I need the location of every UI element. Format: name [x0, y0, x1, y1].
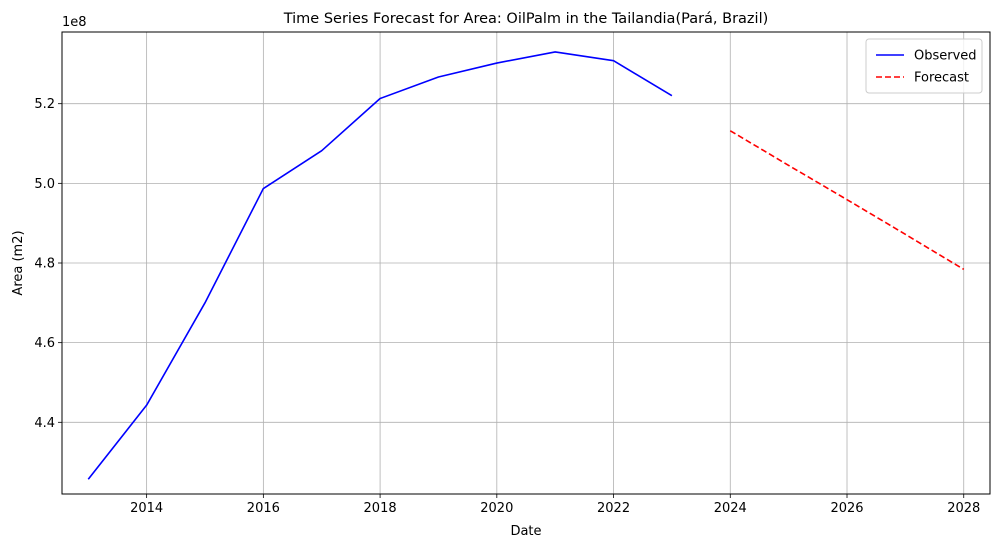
x-axis-label: Date [510, 524, 541, 539]
y-tick-label: 5.2 [34, 97, 55, 112]
y-tick-label: 4.4 [34, 416, 55, 431]
axes: 2014 2016 2018 2020 2022 2024 2026 2028 4.4 4.6 4.… [34, 97, 980, 516]
grid-lines [62, 32, 990, 494]
series-line-observed [87, 51, 673, 480]
legend-forecast-label: Forecast [914, 71, 969, 86]
x-tick-label: 2022 [597, 501, 630, 516]
x-tick-label: 2014 [130, 501, 163, 516]
x-tick-label: 2018 [364, 501, 397, 516]
y-axis-offset-label: 1e8 [62, 15, 87, 30]
legend-observed-label: Observed [914, 49, 977, 64]
x-tick-label: 2026 [830, 501, 863, 516]
y-tick-label: 4.6 [34, 336, 55, 351]
y-tick-label: 4.8 [34, 257, 55, 272]
legend-box [865, 38, 983, 94]
chart-title: Time Series Forecast for Area: OilPalm i… [283, 11, 769, 27]
series-lines [87, 51, 965, 480]
x-tick-label: 2024 [714, 501, 747, 516]
y-tick-label: 5.0 [34, 177, 55, 192]
x-tick-label: 2020 [480, 501, 513, 516]
legend: Observed Forecast [865, 38, 983, 94]
y-axis-label: Area (m2) [11, 230, 26, 295]
series-line-forecast [729, 130, 965, 271]
x-tick-label: 2028 [947, 501, 980, 516]
x-tick-label: 2016 [247, 501, 280, 516]
